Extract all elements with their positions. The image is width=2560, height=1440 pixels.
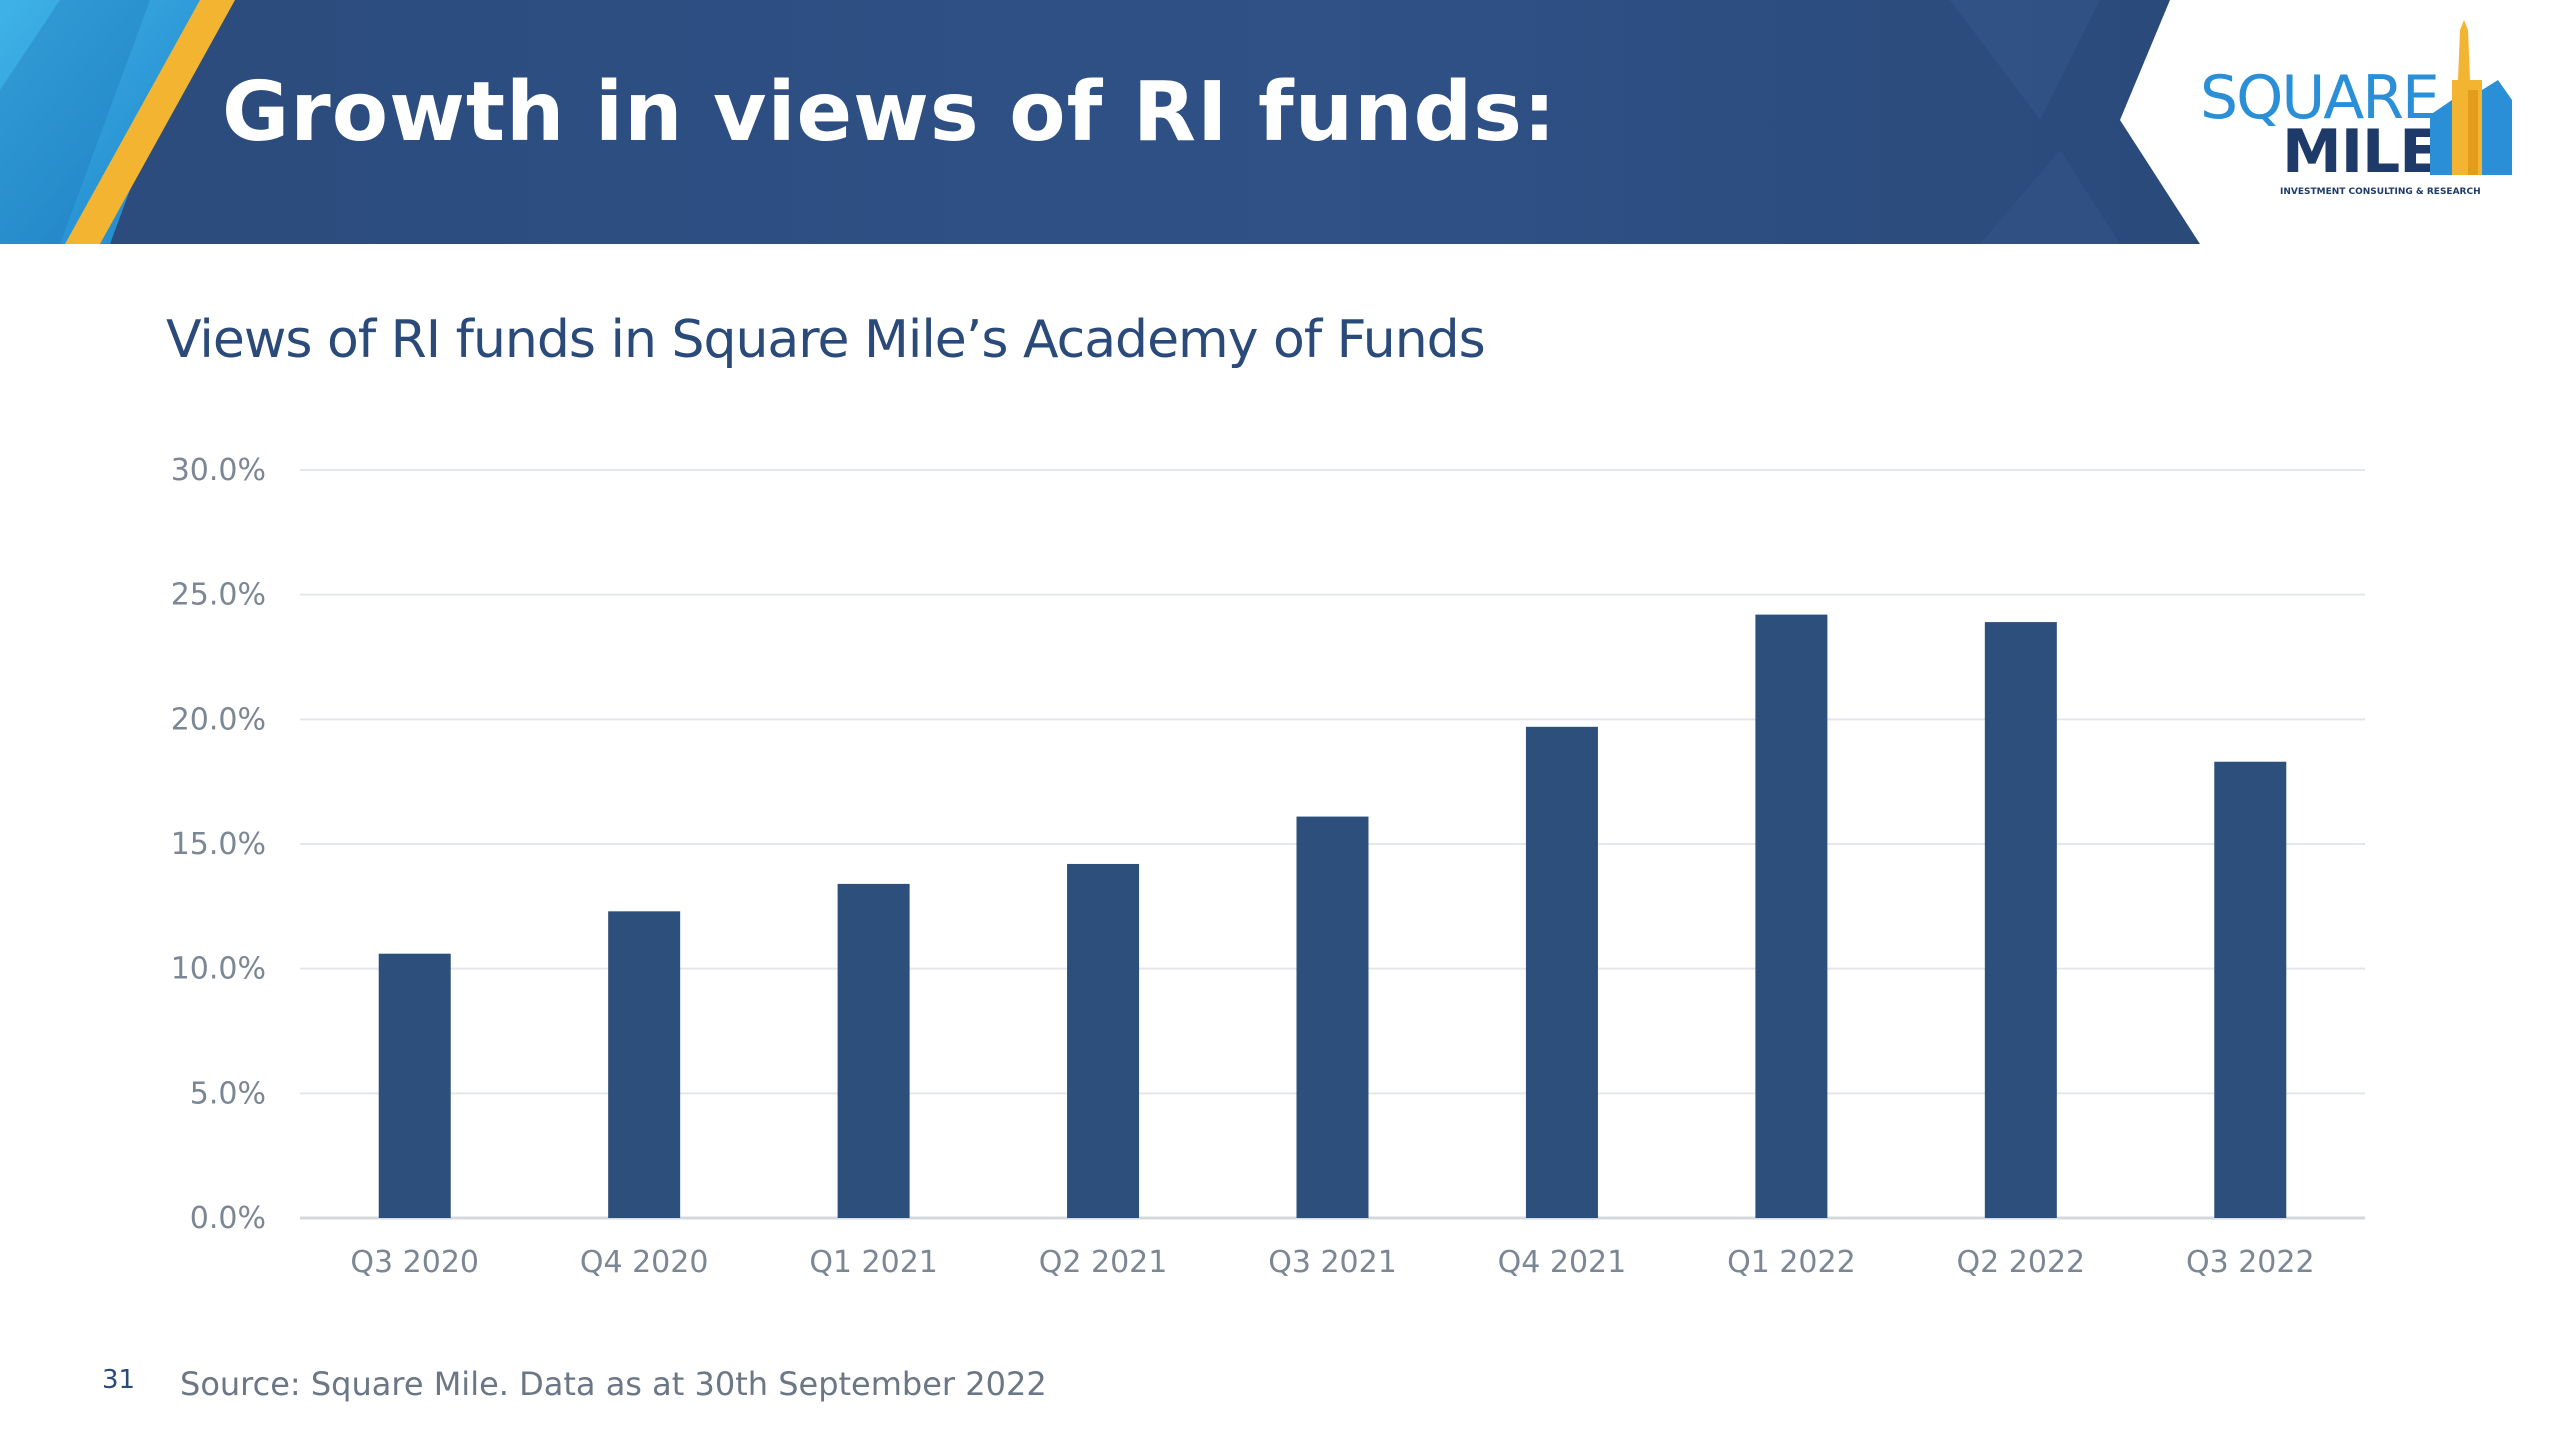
source-note: Source: Square Mile. Data as at 30th Sep… xyxy=(180,1365,1047,1403)
logo-text-square: SQUARE xyxy=(2200,63,2440,133)
header-banner xyxy=(0,0,2200,244)
bar xyxy=(608,911,681,1218)
x-tick-label: Q2 2022 xyxy=(1957,1245,2086,1280)
y-axis-ticks: 0.0% 5.0% 10.0% 15.0% 20.0% 25.0% 30.0% xyxy=(171,453,266,1236)
x-tick-label: Q3 2020 xyxy=(350,1245,479,1280)
y-tick-label: 0.0% xyxy=(190,1201,266,1236)
slide-title: Growth in views of RI funds: xyxy=(222,65,1557,160)
bar xyxy=(2214,761,2287,1218)
bar xyxy=(1755,614,1828,1218)
x-tick-label: Q1 2021 xyxy=(809,1245,938,1280)
skyline-icon xyxy=(2430,20,2512,175)
y-tick-label: 20.0% xyxy=(171,702,266,737)
x-tick-label: Q4 2021 xyxy=(1498,1245,1627,1280)
bar xyxy=(378,953,451,1218)
y-tick-label: 30.0% xyxy=(171,453,266,488)
bar xyxy=(1067,863,1140,1218)
x-tick-label: Q4 2020 xyxy=(580,1245,709,1280)
square-mile-logo: SQUARE MILE INVESTMENT CONSULTING & RESE… xyxy=(2190,20,2520,210)
x-tick-label: Q3 2022 xyxy=(2186,1245,2315,1280)
y-tick-label: 5.0% xyxy=(190,1076,266,1111)
y-tick-label: 10.0% xyxy=(171,952,266,987)
logo-tagline: INVESTMENT CONSULTING & RESEARCH xyxy=(2280,187,2481,197)
x-axis-ticks: Q3 2020 Q4 2020 Q1 2021 Q2 2021 Q3 2021 Q4 20… xyxy=(350,1245,2314,1280)
chart-title: Views of RI funds in Square Mile’s Acade… xyxy=(166,310,1486,370)
bars xyxy=(378,614,2287,1218)
logo-text-mile: MILE xyxy=(2282,117,2440,187)
bar xyxy=(837,883,910,1218)
page-number: 31 xyxy=(102,1365,136,1395)
y-tick-label: 25.0% xyxy=(171,578,266,613)
bar xyxy=(1984,622,2057,1218)
y-tick-label: 15.0% xyxy=(171,827,266,862)
bar xyxy=(1296,816,1369,1218)
x-tick-label: Q3 2021 xyxy=(1268,1245,1397,1280)
bar xyxy=(1525,726,1598,1218)
x-tick-label: Q2 2021 xyxy=(1039,1245,1168,1280)
x-tick-label: Q1 2022 xyxy=(1727,1245,1856,1280)
